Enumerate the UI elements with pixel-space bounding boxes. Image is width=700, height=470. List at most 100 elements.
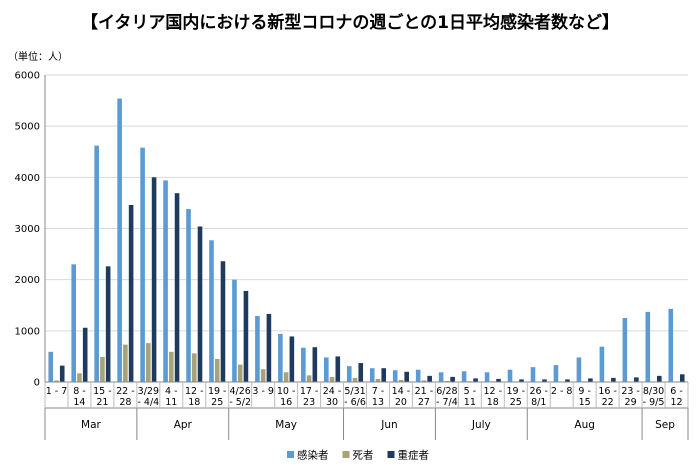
- bar-s3-28: [679, 374, 685, 382]
- x-tick-label-14-line1: 5/31: [344, 386, 365, 397]
- x-tick-label-19-line2: 11: [464, 397, 476, 408]
- month-labels: Mar Apr May Jun July Aug Sep: [81, 419, 675, 431]
- y-tick-label-0: 0: [34, 378, 40, 389]
- x-tick-label-23-line1: 2 - 8: [551, 386, 573, 397]
- bar-s1-24: [576, 357, 582, 382]
- y-tick-label-4000: 4000: [15, 173, 40, 184]
- x-tick-label-19-line1: 5 -: [464, 386, 477, 397]
- bar-s3-22: [542, 379, 547, 382]
- x-tick-label-6-line1: 4 -: [165, 386, 178, 397]
- x-tick-label-9-line1: 4/26: [230, 386, 251, 397]
- bar-s1-15: [369, 368, 375, 382]
- x-tick-label-13-line2: 30: [326, 397, 338, 408]
- x-tick-label-5-line1: 3/29: [138, 386, 159, 397]
- bar-s2-5: [146, 343, 151, 382]
- bar-s2-18: [444, 380, 450, 382]
- x-tick-label-11-line2: 16: [280, 397, 292, 408]
- x-tick-label-24-line1: 9 -: [578, 386, 591, 397]
- bar-s3-10: [266, 313, 272, 382]
- bar-s2-4: [123, 344, 128, 382]
- bar-s3-11: [289, 336, 295, 382]
- bar-s3-12: [312, 347, 318, 382]
- y-tick-label-1000: 1000: [15, 326, 40, 337]
- bar-s1-22: [530, 367, 536, 382]
- x-tick-label-18-line2: - 7/4: [436, 397, 458, 408]
- bar-s1-28: [668, 308, 674, 382]
- x-tick-label-22-line2: 8/1: [531, 397, 546, 408]
- bars: [48, 98, 685, 382]
- bar-s3-1: [59, 365, 65, 382]
- bar-s3-9: [243, 290, 249, 382]
- y-axis-tick-labels: 0 1000 2000 3000 4000 5000 6000: [15, 71, 40, 389]
- month-label-apr: Apr: [174, 419, 193, 431]
- x-tick-label-17-line2: 27: [418, 397, 430, 408]
- chart-title: 【イタリア国内における新型コロナの週ごとの1日平均感染者数など】: [81, 12, 619, 33]
- x-tick-label-21-line2: 25: [510, 397, 522, 408]
- bar-s1-23: [553, 365, 559, 382]
- bar-s2-14: [352, 377, 358, 382]
- x-tick-label-8-line1: 19 -: [208, 386, 227, 397]
- series-2: [54, 343, 679, 382]
- bar-s3-8: [220, 261, 226, 382]
- bar-s1-1: [48, 351, 54, 382]
- bar-s3-20: [496, 378, 501, 382]
- x-tick-label-20-line2: 18: [487, 397, 499, 408]
- month-label-mar: Mar: [81, 419, 101, 431]
- x-tick-label-15-line1: 7 -: [372, 386, 385, 397]
- bar-s1-26: [622, 318, 628, 382]
- bar-s1-21: [507, 369, 513, 382]
- bar-s1-10: [255, 315, 260, 382]
- bar-s1-11: [278, 333, 283, 382]
- bar-s2-1: [54, 380, 59, 382]
- x-tick-label-13-line1: 24 -: [323, 386, 342, 397]
- x-tick-label-2-line2: 14: [73, 397, 85, 408]
- x-tick-label-25-line2: 22: [602, 397, 614, 408]
- x-tick-label-5-line2: - 4/4: [137, 397, 159, 408]
- x-tick-label-7-line1: 12 -: [185, 386, 204, 397]
- bar-s1-19: [461, 371, 467, 382]
- bar-s2-16: [398, 379, 404, 382]
- legend-label-2: 死者: [353, 450, 374, 462]
- bar-s3-6: [174, 193, 180, 382]
- legend-label-3: 重症者: [398, 449, 430, 462]
- bar-s3-2: [82, 327, 88, 382]
- bar-s1-13: [324, 357, 329, 382]
- bar-s2-6: [169, 351, 174, 382]
- x-tick-label-11-line1: 10 -: [277, 386, 296, 397]
- legend-swatch-1: [287, 451, 294, 458]
- bar-s2-17: [421, 380, 427, 382]
- x-tick-label-10-line1: 3 - 9: [252, 386, 274, 397]
- x-tick-label-4-line2: 28: [119, 397, 131, 408]
- bar-s3-4: [128, 204, 134, 382]
- bar-s2-3: [100, 356, 105, 382]
- bar-s1-16: [392, 370, 398, 382]
- bar-s3-23: [565, 379, 570, 382]
- bar-s2-13: [329, 376, 335, 382]
- x-tick-label-28-line1: 6 -: [670, 386, 683, 397]
- bar-s1-2: [71, 264, 77, 382]
- x-tick-label-16-line1: 14 -: [392, 386, 411, 397]
- month-label-july: July: [471, 419, 491, 431]
- x-tick-label-7-line2: 18: [188, 397, 200, 408]
- bar-s1-18: [438, 372, 444, 382]
- bar-s3-17: [427, 375, 432, 382]
- y-tick-label-6000: 6000: [15, 71, 40, 82]
- bar-s3-13: [335, 356, 341, 382]
- x-tick-label-26-line2: 29: [625, 397, 637, 408]
- bar-s1-14: [346, 366, 352, 382]
- bar-s3-7: [197, 226, 203, 382]
- bar-s1-20: [484, 372, 490, 382]
- x-tick-label-3-line1: 15 -: [93, 386, 112, 397]
- unit-label: （単位：人）: [8, 50, 68, 63]
- bar-s1-7: [186, 209, 191, 382]
- bar-s3-18: [450, 376, 455, 382]
- month-label-aug: Aug: [574, 419, 595, 431]
- bar-s2-9: [237, 364, 243, 382]
- bar-s3-16: [404, 371, 409, 382]
- bar-s2-10: [260, 369, 266, 382]
- bar-s1-9: [232, 279, 237, 382]
- x-tick-label-25-line1: 16 -: [598, 386, 617, 397]
- bar-s3-15: [381, 368, 387, 382]
- axes: [44, 75, 689, 440]
